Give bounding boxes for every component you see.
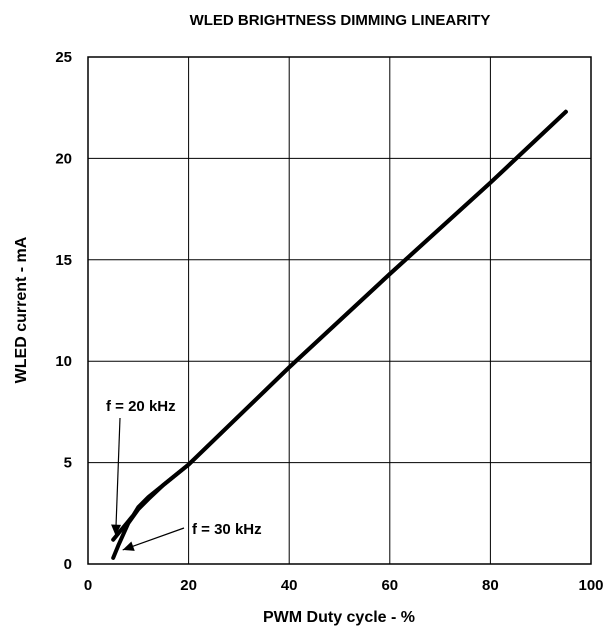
x-tick-label: 0	[84, 577, 92, 594]
y-tick-label: 0	[64, 556, 72, 573]
y-tick-label: 25	[55, 49, 72, 66]
x-axis-label: PWM Duty cycle - %	[263, 609, 415, 626]
x-tick-label: 40	[281, 577, 298, 594]
x-tick-label: 100	[578, 577, 603, 594]
annotation-arrow-30khz-head	[122, 541, 135, 551]
grid	[87, 56, 592, 565]
annotation-arrow-20khz-head	[111, 524, 122, 536]
annotation-label-30khz: f = 30 kHz	[192, 521, 262, 538]
chart-title: WLED BRIGHTNESS DIMMING LINEARITY	[190, 12, 491, 29]
x-tick-label: 80	[482, 577, 499, 594]
x-tick-label: 20	[180, 577, 197, 594]
y-tick-labels: 0 5 10 15 20 25	[55, 49, 72, 573]
plot-frame	[87, 56, 592, 565]
annotation-label-20khz: f = 20 kHz	[106, 398, 176, 415]
series-group	[111, 109, 568, 560]
x-tick-labels: 0 20 40 60 80 100	[84, 577, 604, 594]
y-tick-label: 20	[55, 150, 72, 167]
y-tick-label: 5	[64, 455, 72, 472]
annotation-arrow-20khz	[115, 417, 121, 536]
x-tick-label: 60	[381, 577, 398, 594]
annotations: f = 20 kHz f = 30 kHz	[106, 398, 262, 551]
y-tick-label: 10	[55, 353, 72, 370]
y-axis-label: WLED current - mA	[13, 236, 30, 383]
y-tick-label: 15	[55, 252, 72, 269]
series-line-2	[111, 109, 568, 560]
